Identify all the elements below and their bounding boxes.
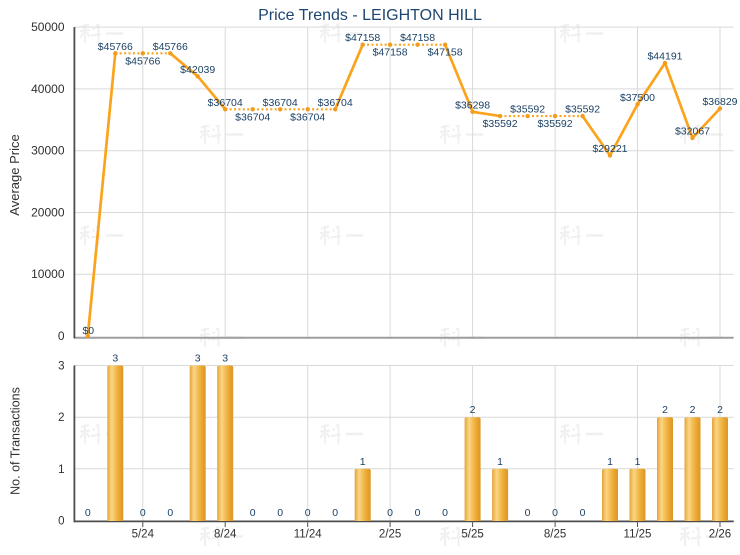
- svg-text:2: 2: [58, 412, 64, 424]
- svg-text:$36829: $36829: [702, 96, 737, 108]
- svg-text:$35592: $35592: [565, 104, 600, 116]
- svg-text:20000: 20000: [31, 206, 65, 220]
- svg-text:0: 0: [250, 507, 256, 519]
- svg-text:$35592: $35592: [538, 118, 573, 130]
- svg-text:$45766: $45766: [153, 41, 188, 53]
- svg-text:2: 2: [690, 404, 696, 416]
- svg-text:0: 0: [305, 507, 311, 519]
- svg-text:0: 0: [552, 507, 558, 519]
- svg-text:50000: 50000: [31, 20, 65, 34]
- svg-text:$36704: $36704: [235, 111, 270, 123]
- svg-text:0: 0: [387, 507, 393, 519]
- svg-text:$36704: $36704: [208, 97, 243, 109]
- svg-text:2: 2: [662, 404, 668, 416]
- svg-text:$32067: $32067: [675, 125, 710, 137]
- svg-text:0: 0: [58, 516, 64, 528]
- svg-text:$44191: $44191: [647, 51, 682, 63]
- svg-text:$35592: $35592: [483, 118, 518, 130]
- svg-text:$47158: $47158: [373, 47, 408, 59]
- svg-text:30000: 30000: [31, 144, 65, 158]
- svg-text:$47158: $47158: [428, 47, 463, 59]
- svg-text:$47158: $47158: [400, 32, 435, 44]
- svg-text:$36298: $36298: [455, 99, 490, 111]
- svg-text:3: 3: [112, 353, 118, 365]
- svg-text:$36704: $36704: [263, 97, 298, 109]
- svg-text:$45766: $45766: [125, 55, 160, 67]
- svg-text:10000: 10000: [31, 267, 65, 281]
- svg-text:0: 0: [332, 507, 338, 519]
- svg-text:$37500: $37500: [620, 92, 655, 104]
- svg-text:$36704: $36704: [290, 111, 325, 123]
- svg-text:0: 0: [525, 507, 531, 519]
- svg-text:0: 0: [580, 507, 586, 519]
- svg-text:1: 1: [497, 456, 503, 468]
- svg-text:0: 0: [167, 507, 173, 519]
- svg-text:2: 2: [717, 404, 723, 416]
- svg-text:3: 3: [58, 361, 64, 373]
- svg-text:1: 1: [635, 456, 641, 468]
- svg-text:$36704: $36704: [318, 97, 353, 109]
- svg-text:2/26: 2/26: [709, 528, 731, 540]
- svg-text:8/24: 8/24: [214, 528, 237, 540]
- svg-text:1: 1: [58, 464, 64, 476]
- svg-text:Average Price: Average Price: [7, 134, 22, 215]
- svg-text:$47158: $47158: [345, 32, 380, 44]
- svg-text:0: 0: [442, 507, 448, 519]
- svg-text:0: 0: [140, 507, 146, 519]
- svg-text:3: 3: [222, 353, 228, 365]
- svg-text:11/24: 11/24: [294, 528, 323, 540]
- svg-text:2/25: 2/25: [379, 528, 401, 540]
- svg-text:3: 3: [195, 353, 201, 365]
- svg-text:0: 0: [58, 329, 65, 343]
- svg-text:1: 1: [607, 456, 613, 468]
- svg-text:0: 0: [277, 507, 283, 519]
- svg-text:No. of Transactions: No. of Transactions: [9, 387, 23, 495]
- svg-text:$29221: $29221: [592, 143, 627, 155]
- svg-text:$45766: $45766: [98, 41, 133, 53]
- svg-text:11/25: 11/25: [624, 528, 652, 540]
- svg-text:2: 2: [470, 404, 476, 416]
- svg-text:5/25: 5/25: [461, 528, 483, 540]
- svg-text:$35592: $35592: [510, 104, 545, 116]
- svg-text:0: 0: [415, 507, 421, 519]
- svg-text:0: 0: [85, 507, 91, 519]
- svg-text:$42039: $42039: [180, 64, 215, 76]
- svg-text:Price Trends - LEIGHTON HILL: Price Trends - LEIGHTON HILL: [258, 7, 482, 24]
- svg-text:40000: 40000: [31, 82, 65, 96]
- svg-text:$0: $0: [82, 325, 94, 337]
- svg-text:1: 1: [360, 456, 366, 468]
- svg-text:8/25: 8/25: [544, 528, 566, 540]
- svg-text:5/24: 5/24: [132, 528, 155, 540]
